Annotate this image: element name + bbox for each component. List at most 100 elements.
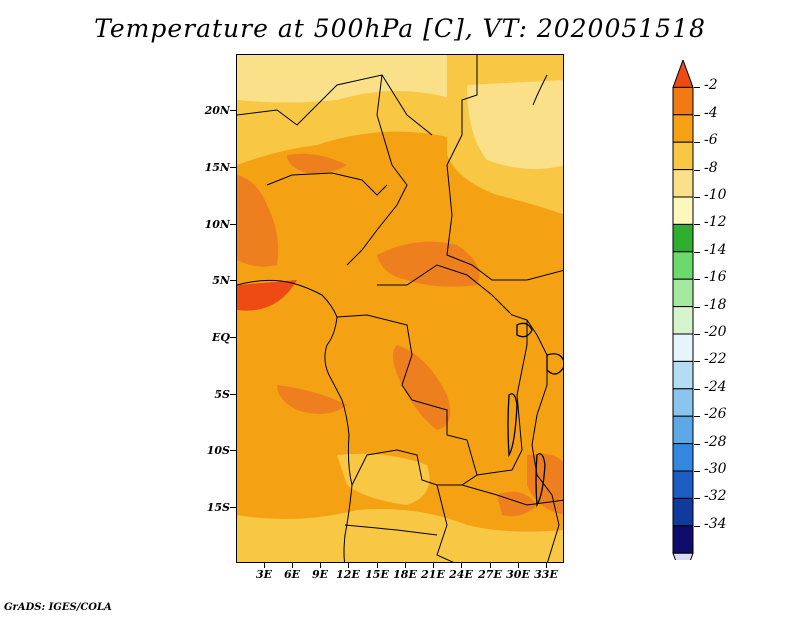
lat-tick (230, 507, 236, 508)
colorbar-segment (672, 360, 694, 390)
colorbar-segment (672, 497, 694, 527)
lon-tick (377, 563, 378, 568)
colorbar-segment (672, 443, 694, 472)
field-atlantic-warm (277, 385, 347, 414)
colorbar-label: -4 (704, 104, 718, 121)
field-sahel-warm (287, 153, 347, 174)
colorbar-tick (694, 251, 700, 253)
lon-tick (348, 563, 349, 568)
atlantic-coastline (237, 279, 353, 562)
border-angola (351, 399, 478, 486)
colorbar-segment (672, 196, 694, 225)
border-south-east (461, 484, 563, 506)
lat-tick (230, 167, 236, 168)
lon-label: 33E (534, 568, 558, 581)
colorbar-segment (672, 223, 694, 253)
lon-tick (433, 563, 434, 568)
lon-tick (264, 563, 265, 568)
colorbar-tick (694, 197, 700, 198)
lon-label: 27E (478, 568, 502, 581)
lake-albert (516, 322, 533, 338)
colorbar-segment (672, 169, 694, 198)
lon-label: 21E (421, 568, 445, 581)
lon-tick (490, 563, 491, 568)
lon-tick (461, 563, 462, 568)
lake-malawi (535, 453, 546, 508)
colorbar-label: -28 (704, 433, 727, 450)
field-central-warm (377, 241, 480, 287)
colorbar-label: -8 (704, 159, 718, 176)
lat-label: 15N (204, 161, 230, 174)
lat-tick (230, 280, 236, 281)
lon-label: 3E (255, 568, 273, 581)
colorbar-label: -6 (704, 132, 718, 149)
lon-label: 15E (365, 568, 389, 581)
lon-label: 12E (336, 568, 360, 581)
lat-tick (230, 224, 236, 225)
colorbar-tick (694, 114, 700, 116)
colorbar-segment (672, 278, 694, 308)
lon-label: 18E (393, 568, 417, 581)
field-angola-cool (337, 453, 430, 505)
borders (237, 55, 563, 562)
lat-label: 5S (214, 388, 230, 401)
field-northeast-coolest (467, 80, 563, 169)
lat-label: 20N (204, 104, 230, 117)
colorbar-tick (694, 169, 700, 171)
colorbar-label: -2 (704, 77, 718, 94)
chart-title: Temperature at 500hPa [C], VT: 202005151… (94, 14, 706, 43)
lat-tick (230, 110, 236, 111)
border-central (377, 264, 528, 321)
lat-label: 10S (206, 444, 230, 457)
colorbar-tick (694, 224, 700, 226)
credit-text: GrADS: IGES/COLA (4, 602, 112, 613)
lake-tanganyika (507, 393, 518, 458)
colorbar-label: -34 (704, 515, 727, 532)
border-gabon-congo (336, 314, 413, 401)
colorbar-label: -22 (704, 351, 727, 368)
colorbar-segment (672, 333, 694, 362)
lon-tick (518, 563, 519, 568)
coast-red-sea (532, 74, 548, 106)
lakes (507, 322, 563, 508)
border-north-2 (346, 74, 408, 266)
colorbar-label: -10 (704, 187, 727, 203)
colorbar-label: -12 (704, 214, 727, 231)
colorbar-tick (694, 498, 700, 500)
colorbar-label: -14 (704, 241, 727, 258)
border-north-1 (237, 74, 433, 136)
colorbar-tick (694, 87, 700, 89)
lon-label: 24E (449, 568, 473, 581)
lat-tick (230, 450, 236, 451)
colorbar-tick (694, 388, 700, 390)
colorbar-tick (694, 361, 700, 363)
colorbar-segment (672, 86, 694, 116)
colorbar-label: -26 (704, 406, 727, 423)
colorbar-label: -24 (704, 378, 727, 395)
colorbar-segment (672, 525, 694, 554)
border-lakes (526, 319, 560, 562)
lake-victoria (546, 353, 563, 375)
lon-tick (320, 563, 321, 568)
map-panel (236, 54, 564, 563)
border-east-1 (446, 55, 563, 281)
lon-tick (405, 563, 406, 568)
temperature-field-map (237, 55, 563, 562)
colorbar-label: -20 (704, 324, 727, 340)
colorbar-tick (694, 306, 700, 308)
lat-label: 5N (212, 274, 230, 287)
colorbar-tick (694, 334, 700, 335)
field-congo-warm (393, 345, 451, 430)
lon-label: 30E (506, 568, 530, 581)
field-south-cool (237, 509, 563, 562)
colorbar-label: -18 (704, 296, 727, 313)
colorbar-tick (694, 142, 700, 144)
colorbar-label: -30 (704, 461, 727, 477)
border-zambia (436, 484, 454, 562)
colorbar-tick (694, 471, 700, 472)
colorbar-top-arrow (672, 60, 694, 88)
colorbar-label: -16 (704, 269, 727, 286)
colorbar-segment (672, 415, 694, 445)
colorbar-bottom-arrow (672, 552, 694, 560)
colorbar-segment (672, 388, 694, 417)
